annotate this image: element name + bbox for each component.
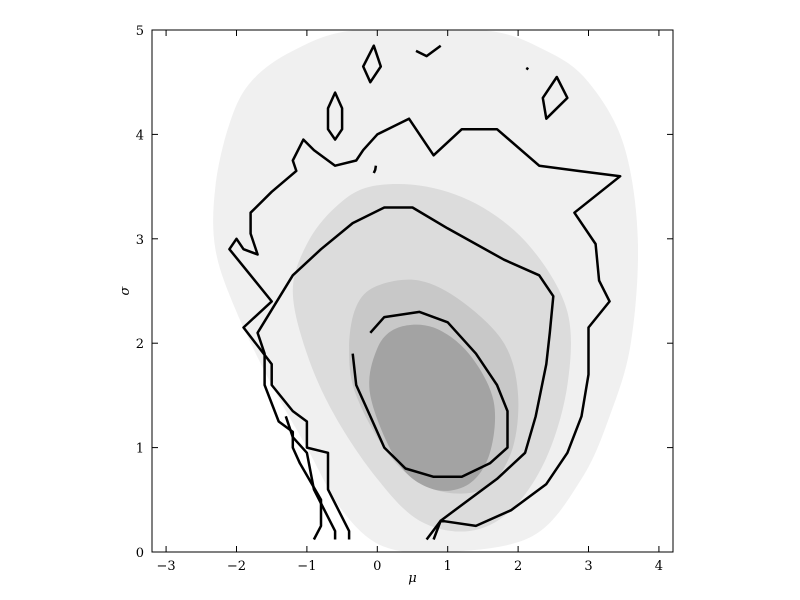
y-tick-label: 4 — [136, 128, 144, 143]
x-tick-label: 2 — [514, 559, 522, 574]
contour-line-inner — [351, 310, 509, 479]
y-tick-label: 1 — [136, 442, 144, 457]
x-tick-label: 0 — [373, 559, 381, 574]
y-tick-label: 2 — [136, 337, 144, 352]
contour-island-1 — [361, 44, 383, 84]
x-tick-label: 4 — [655, 559, 663, 574]
contour-island-3 — [541, 75, 569, 120]
x-tick-label: 1 — [444, 559, 452, 574]
filled-region-core — [369, 324, 496, 491]
y-tick-label: 3 — [136, 233, 144, 248]
x-tick-label: −2 — [227, 559, 246, 574]
contour-line-middle — [256, 206, 555, 541]
x-tick-label: 3 — [584, 559, 592, 574]
contour-island-5 — [372, 165, 378, 174]
axis-ticks — [152, 29, 673, 553]
contour-island-2 — [326, 91, 344, 141]
plot-frame — [151, 29, 674, 553]
x-tick-label: −3 — [156, 559, 175, 574]
tick-labels: −3 −2 −1 0 1 2 3 4 0 1 2 3 4 5 — [136, 24, 663, 574]
contour-island-6 — [525, 66, 530, 71]
contour-lines — [228, 44, 622, 541]
x-axis-label: μ — [408, 571, 416, 586]
y-tick-label: 5 — [136, 24, 144, 39]
contour-island-4 — [415, 44, 442, 58]
y-tick-label: 0 — [136, 546, 144, 561]
contour-line-outer — [228, 117, 622, 540]
y-axis-label: σ — [118, 285, 133, 295]
x-tick-label: −1 — [297, 559, 316, 574]
